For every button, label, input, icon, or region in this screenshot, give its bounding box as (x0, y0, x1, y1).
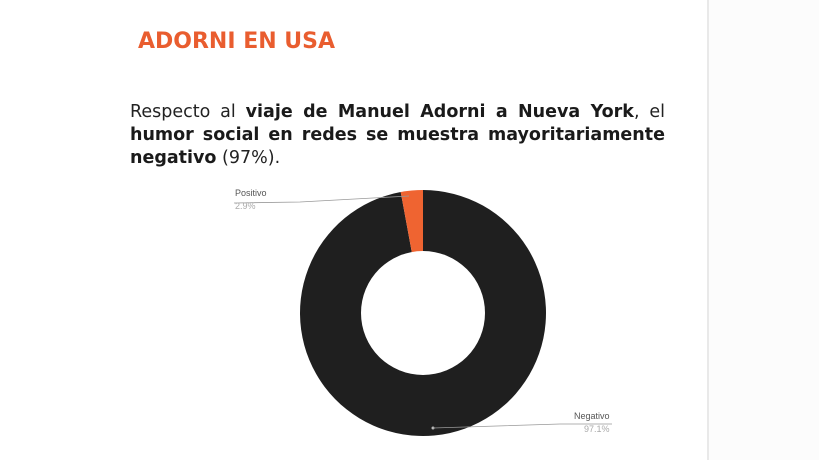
slide-description: Respecto al viaje de Manuel Adorni a Nue… (130, 101, 665, 170)
slide-right-margin (707, 0, 819, 460)
desc-text: (97%). (216, 148, 281, 168)
donut-hole (361, 251, 485, 375)
label-name: Positivo (235, 188, 267, 198)
label-pct: 2.9% (235, 201, 256, 211)
desc-bold: viaje de Manuel Adorni a Nueva York (245, 102, 634, 122)
label-negativo: Negativo 97.1% (574, 411, 610, 434)
label-name: Negativo (574, 411, 610, 421)
desc-bold: humor social en redes se muestra mayorit… (130, 125, 665, 168)
desc-text: , el (633, 102, 665, 122)
desc-text: Respecto al (130, 102, 246, 122)
label-positivo: Positivo 2.9% (235, 188, 267, 211)
label-pct: 97.1% (584, 424, 610, 434)
positivo-leader-line (233, 195, 410, 204)
slide-title: ADORNI EN USA (138, 29, 336, 54)
negativo-leader-line (432, 423, 612, 429)
